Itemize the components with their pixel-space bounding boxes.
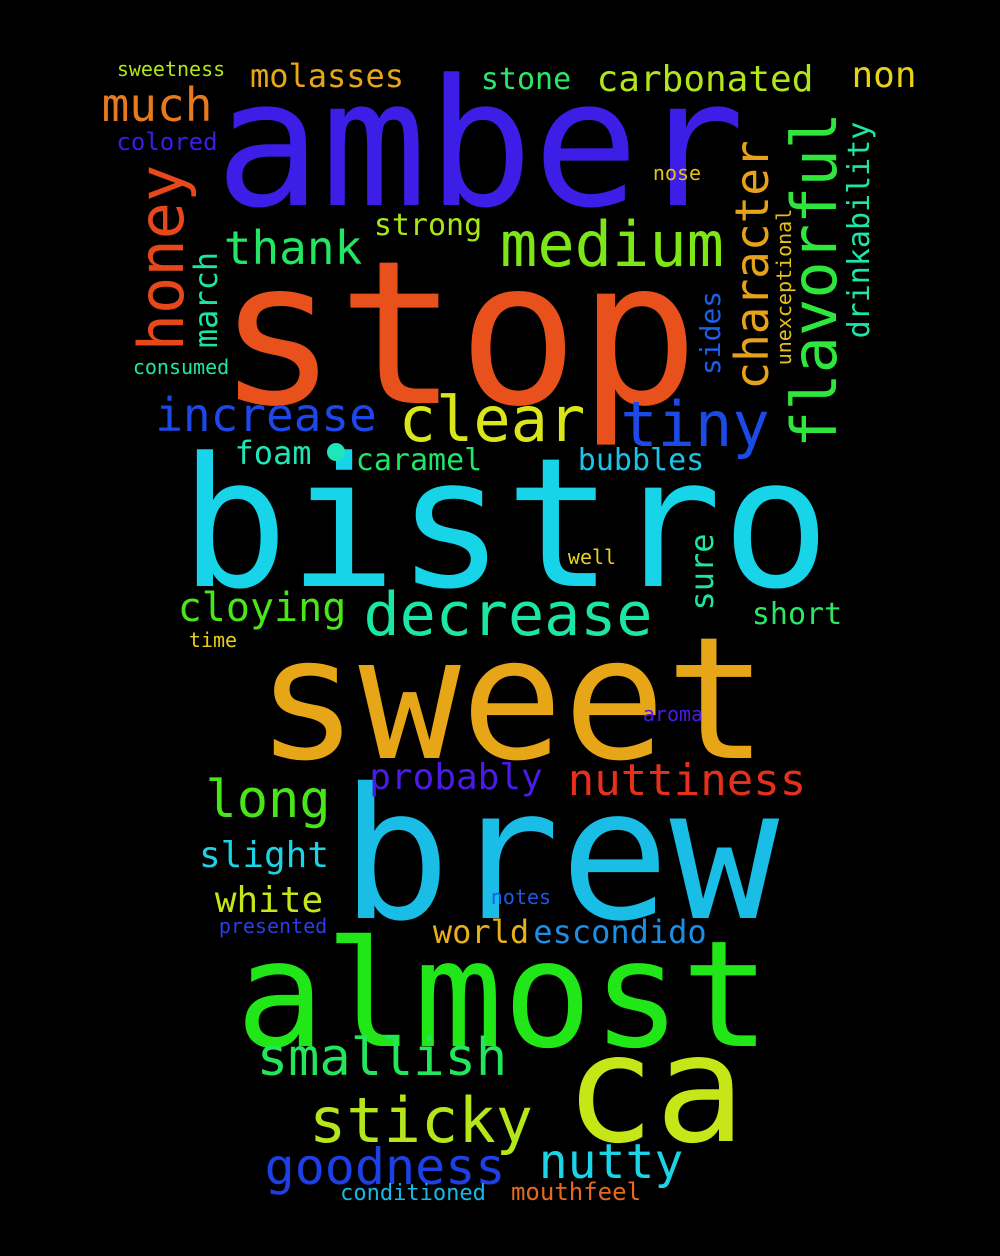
word-strong: strong — [373, 208, 483, 243]
word-sure: sure — [683, 533, 721, 611]
word-ca: ca — [564, 1003, 746, 1177]
word-march: march — [187, 251, 225, 349]
word-caramel: caramel — [355, 443, 483, 478]
word-goodness: goodness — [264, 1138, 506, 1196]
word-tiny: tiny — [620, 388, 770, 461]
word-increase: increase — [155, 388, 377, 442]
word-white: white — [214, 880, 324, 921]
word-colored: colored — [116, 128, 218, 156]
word-unexceptional: unexceptional — [772, 208, 796, 366]
word-foam: foam — [234, 434, 312, 472]
word-sides: sides — [694, 290, 727, 376]
word-slight: slight — [198, 835, 330, 876]
word-aroma: aroma — [642, 702, 704, 726]
word-smallish: smallish — [256, 1028, 508, 1088]
word-stop: stop — [217, 218, 699, 451]
word-short: short — [751, 597, 843, 632]
word-decrease: decrease — [363, 580, 653, 650]
word-carbonated: carbonated — [596, 59, 814, 100]
word-sticky: sticky — [309, 1084, 533, 1157]
word-much: much — [101, 78, 213, 132]
word-sweet: sweet — [256, 601, 768, 799]
word-probably: probably — [369, 757, 543, 798]
word-conditioned: conditioned — [340, 1181, 486, 1206]
word-sweetness: sweetness — [116, 57, 226, 81]
word-consumed: consumed — [132, 355, 230, 379]
word-brew: brew — [340, 749, 780, 961]
word-world: world — [432, 913, 530, 951]
word-character: character — [725, 140, 779, 390]
word-time: time — [188, 628, 238, 652]
word-nuttiness: nuttiness — [567, 755, 807, 806]
word-long: long — [205, 770, 331, 830]
word-mouthfeel: mouthfeel — [510, 1178, 642, 1206]
word-thank: thank — [223, 221, 363, 275]
word-nutty: nutty — [538, 1134, 684, 1190]
word-medium: medium — [500, 208, 724, 281]
dot-mark — [327, 443, 345, 461]
word-cloying: cloying — [177, 585, 347, 631]
word-notes: notes — [490, 885, 552, 909]
word-bubbles: bubbles — [577, 443, 705, 478]
word-molasses: molasses — [249, 57, 405, 95]
word-amber: amber — [215, 42, 745, 247]
word-honey: honey — [125, 164, 198, 352]
word-drinkability: drinkability — [842, 121, 877, 339]
word-escondido: escondido — [533, 913, 707, 951]
word-clear: clear — [398, 383, 586, 456]
word-stone: stone — [480, 62, 572, 97]
word-presented: presented — [218, 914, 328, 938]
word-well: well — [567, 545, 617, 569]
word-almost: almost — [235, 909, 771, 1081]
word-nose: nose — [652, 161, 702, 185]
word-non: non — [851, 55, 917, 96]
word-bistro: bistro — [179, 420, 831, 629]
